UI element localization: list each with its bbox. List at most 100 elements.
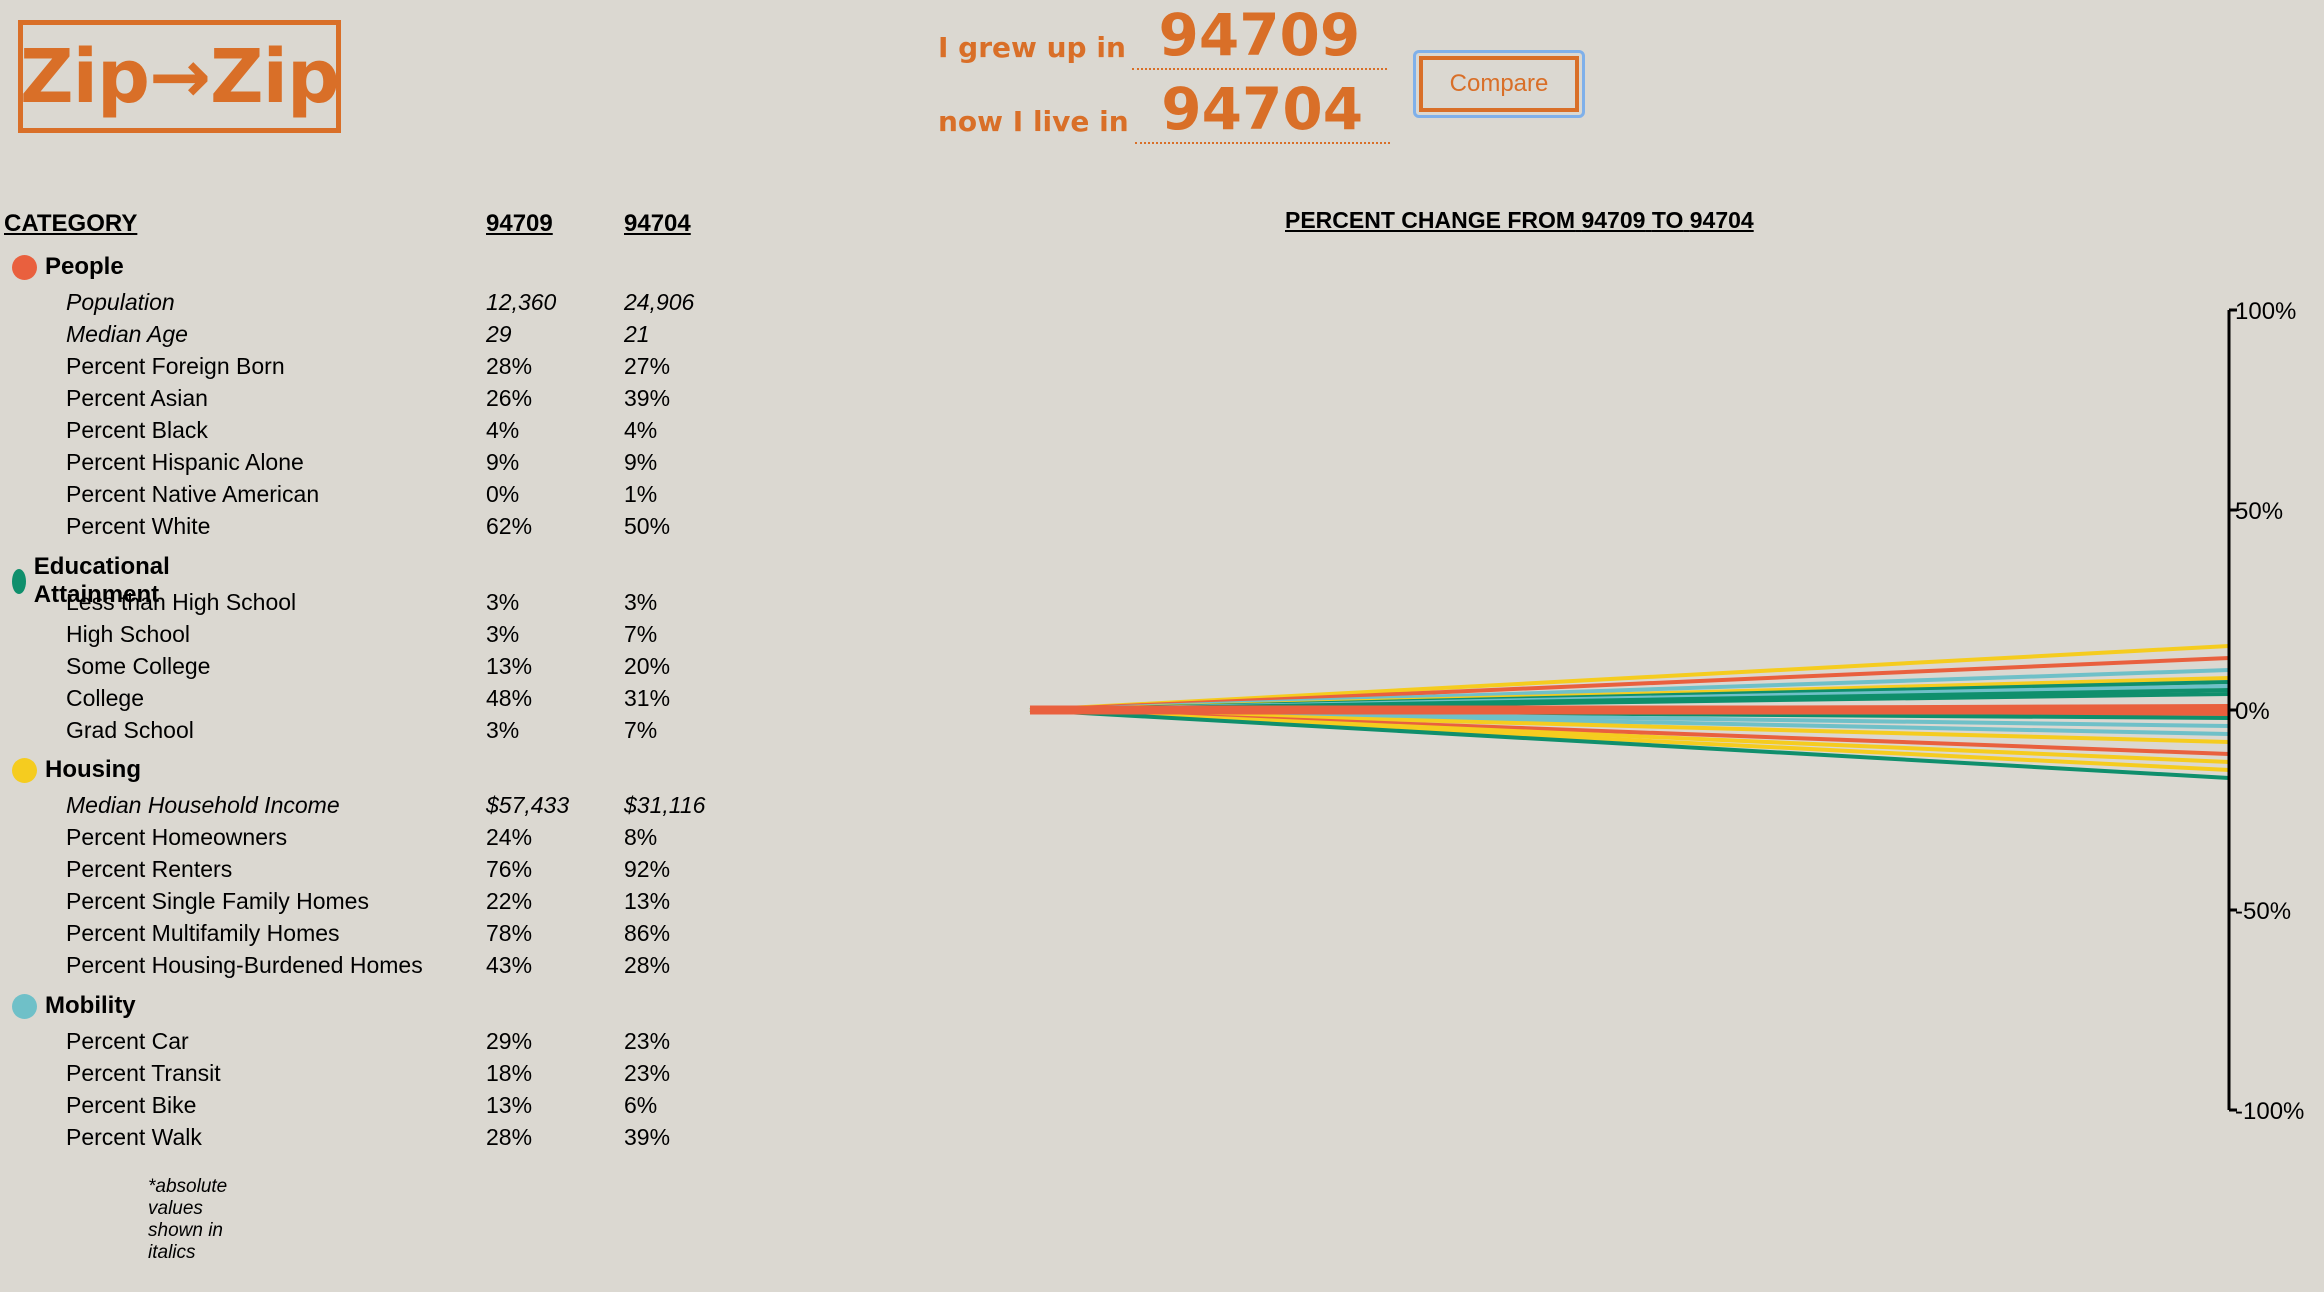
live-in-zip-input[interactable]: 94704 bbox=[1134, 76, 1390, 144]
y-tick-label: -50% bbox=[2235, 898, 2291, 925]
y-tick-label: 50% bbox=[2235, 498, 2283, 525]
y-tick-label: 0% bbox=[2235, 698, 2270, 725]
category-title: Educational Attainment bbox=[33, 553, 170, 608]
row-value-b: 24,906 bbox=[624, 289, 695, 315]
row-label: Percent White bbox=[66, 513, 211, 539]
row-label: Some College bbox=[66, 653, 211, 679]
chart-title-zip-a: 94709 bbox=[1581, 207, 1646, 233]
row-label: Percent Native American bbox=[66, 481, 320, 507]
row-label: Grad School bbox=[66, 717, 194, 743]
row-label: Percent Asian bbox=[66, 385, 208, 411]
row-label: Percent Bike bbox=[66, 1092, 197, 1118]
live-in-label: now I live in bbox=[938, 105, 1129, 138]
category-dot-icon bbox=[12, 757, 37, 783]
row-value-b: 86% bbox=[624, 920, 671, 946]
header-zip-b: 94704 bbox=[624, 210, 691, 237]
row-value-a: 43% bbox=[486, 952, 533, 978]
row-label: Percent Multifamily Homes bbox=[66, 920, 340, 946]
category-title: People bbox=[45, 253, 124, 280]
row-value-b: 7% bbox=[624, 717, 658, 743]
category-people: People bbox=[12, 253, 124, 281]
row-value-a: 13% bbox=[486, 653, 533, 679]
row-value-b: 8% bbox=[624, 824, 658, 850]
row-value-a: 18% bbox=[486, 1060, 533, 1086]
header-zip-a: 94709 bbox=[486, 210, 553, 237]
category-dot-icon bbox=[12, 254, 37, 280]
row-value-b: 39% bbox=[624, 385, 671, 411]
row-value-a: 26% bbox=[486, 385, 533, 411]
row-value-a: 29% bbox=[486, 1028, 533, 1054]
live-in-row: now I live in 94704 bbox=[938, 76, 1390, 144]
row-value-b: 23% bbox=[624, 1060, 671, 1086]
compare-button-label: Compare bbox=[1419, 56, 1579, 112]
row-value-a: 12,360 bbox=[486, 289, 557, 315]
row-label: Percent Hispanic Alone bbox=[66, 449, 304, 475]
row-value-b: 23% bbox=[624, 1028, 671, 1054]
chart-title-mid: TO bbox=[1651, 207, 1684, 233]
row-value-a: 78% bbox=[486, 920, 533, 946]
row-label: Percent Housing-Burdened Homes bbox=[66, 952, 423, 978]
row-value-a: 29 bbox=[486, 321, 512, 347]
row-value-a: 28% bbox=[486, 353, 533, 379]
y-tick-label: -100% bbox=[2235, 1098, 2304, 1125]
row-value-a: 9% bbox=[486, 449, 520, 475]
row-value-a: 3% bbox=[486, 589, 520, 615]
category-dot-icon bbox=[12, 993, 37, 1019]
logo: Zip→Zip bbox=[18, 20, 341, 133]
chart-title: PERCENT CHANGE FROM 94709 TO 94704 bbox=[1285, 207, 1754, 234]
compare-button[interactable]: Compare bbox=[1413, 50, 1585, 118]
row-value-b: 13% bbox=[624, 888, 671, 914]
row-value-b: 6% bbox=[624, 1092, 658, 1118]
row-value-b: 50% bbox=[624, 513, 671, 539]
row-label: Percent Transit bbox=[66, 1060, 221, 1086]
row-value-b: 28% bbox=[624, 952, 671, 978]
category-dot-icon bbox=[12, 568, 26, 594]
row-label: Percent Renters bbox=[66, 856, 233, 882]
row-label: Percent Walk bbox=[66, 1124, 202, 1150]
row-label: Percent Car bbox=[66, 1028, 189, 1054]
header-category: CATEGORY bbox=[4, 210, 138, 237]
row-value-a: 22% bbox=[486, 888, 533, 914]
row-value-b: 4% bbox=[624, 417, 658, 443]
row-value-a: 62% bbox=[486, 513, 533, 539]
row-value-b: $31,116 bbox=[624, 792, 706, 818]
row-label: High School bbox=[66, 621, 191, 647]
row-value-b: 27% bbox=[624, 353, 671, 379]
category-housing: Housing bbox=[12, 756, 141, 784]
row-label: Percent Homeowners bbox=[66, 824, 288, 850]
row-label: Median Household Income bbox=[66, 792, 340, 818]
chart-title-prefix: PERCENT CHANGE FROM bbox=[1285, 207, 1576, 233]
row-value-a: 13% bbox=[486, 1092, 533, 1118]
row-label: Percent Black bbox=[66, 417, 208, 443]
category-educational-attainment: Educational Attainment bbox=[12, 553, 181, 609]
row-label: Percent Foreign Born bbox=[66, 353, 285, 379]
row-value-a: 3% bbox=[486, 717, 520, 743]
row-value-b: 21 bbox=[624, 321, 650, 347]
category-title: Housing bbox=[45, 756, 141, 783]
y-tick-label: 100% bbox=[2235, 298, 2296, 325]
chart-title-zip-b: 94704 bbox=[1689, 207, 1754, 233]
row-label: College bbox=[66, 685, 144, 711]
row-value-a: 0% bbox=[486, 481, 520, 507]
row-value-b: 92% bbox=[624, 856, 671, 882]
category-mobility: Mobility bbox=[12, 992, 136, 1020]
grew-up-label: I grew up in bbox=[938, 31, 1126, 64]
row-value-b: 1% bbox=[624, 481, 658, 507]
row-label: Population bbox=[66, 289, 175, 315]
footnote: *absolute values shown in italics bbox=[148, 1176, 228, 1263]
grew-up-zip-input[interactable]: 94709 bbox=[1131, 2, 1387, 70]
row-label: Less than High School bbox=[66, 589, 297, 615]
row-value-a: 3% bbox=[486, 621, 520, 647]
category-title: Mobility bbox=[45, 992, 136, 1019]
grew-up-row: I grew up in 94709 bbox=[938, 2, 1387, 70]
row-value-a: 48% bbox=[486, 685, 533, 711]
row-value-b: 31% bbox=[624, 685, 671, 711]
row-label: Median Age bbox=[66, 321, 188, 347]
series-line bbox=[1029, 708, 2230, 780]
row-value-a: 76% bbox=[486, 856, 533, 882]
row-value-a: $57,433 bbox=[486, 792, 570, 818]
row-value-a: 4% bbox=[486, 417, 520, 443]
row-value-b: 20% bbox=[624, 653, 671, 679]
row-value-b: 7% bbox=[624, 621, 658, 647]
